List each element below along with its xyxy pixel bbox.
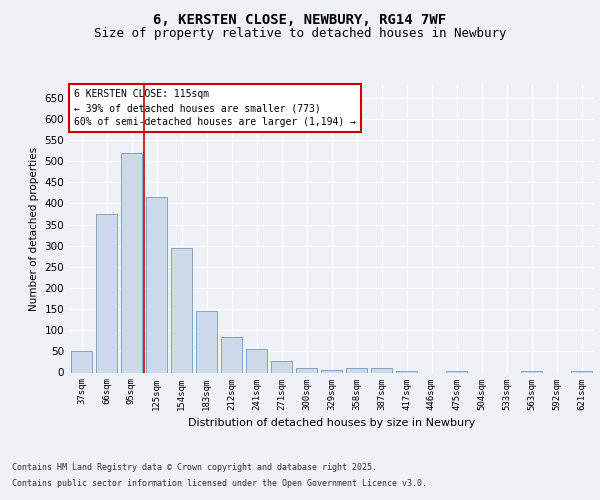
- Bar: [271, 360, 292, 372]
- Bar: [121, 152, 142, 372]
- Bar: [171, 248, 192, 372]
- Bar: [571, 371, 592, 372]
- Bar: [246, 349, 267, 372]
- Bar: [146, 197, 167, 372]
- Bar: [396, 371, 417, 372]
- Bar: [71, 352, 92, 372]
- Bar: [221, 336, 242, 372]
- Text: 6, KERSTEN CLOSE, NEWBURY, RG14 7WF: 6, KERSTEN CLOSE, NEWBURY, RG14 7WF: [154, 12, 446, 26]
- Y-axis label: Number of detached properties: Number of detached properties: [29, 146, 39, 311]
- Bar: [296, 368, 317, 372]
- Text: Contains HM Land Registry data © Crown copyright and database right 2025.: Contains HM Land Registry data © Crown c…: [12, 464, 377, 472]
- Bar: [371, 368, 392, 372]
- Bar: [196, 311, 217, 372]
- Bar: [96, 214, 117, 372]
- Bar: [521, 371, 542, 372]
- Bar: [346, 368, 367, 372]
- Bar: [446, 371, 467, 372]
- Text: Contains public sector information licensed under the Open Government Licence v3: Contains public sector information licen…: [12, 478, 427, 488]
- Text: Size of property relative to detached houses in Newbury: Size of property relative to detached ho…: [94, 28, 506, 40]
- Bar: [321, 370, 342, 372]
- X-axis label: Distribution of detached houses by size in Newbury: Distribution of detached houses by size …: [188, 418, 475, 428]
- Text: 6 KERSTEN CLOSE: 115sqm
← 39% of detached houses are smaller (773)
60% of semi-d: 6 KERSTEN CLOSE: 115sqm ← 39% of detache…: [74, 90, 356, 128]
